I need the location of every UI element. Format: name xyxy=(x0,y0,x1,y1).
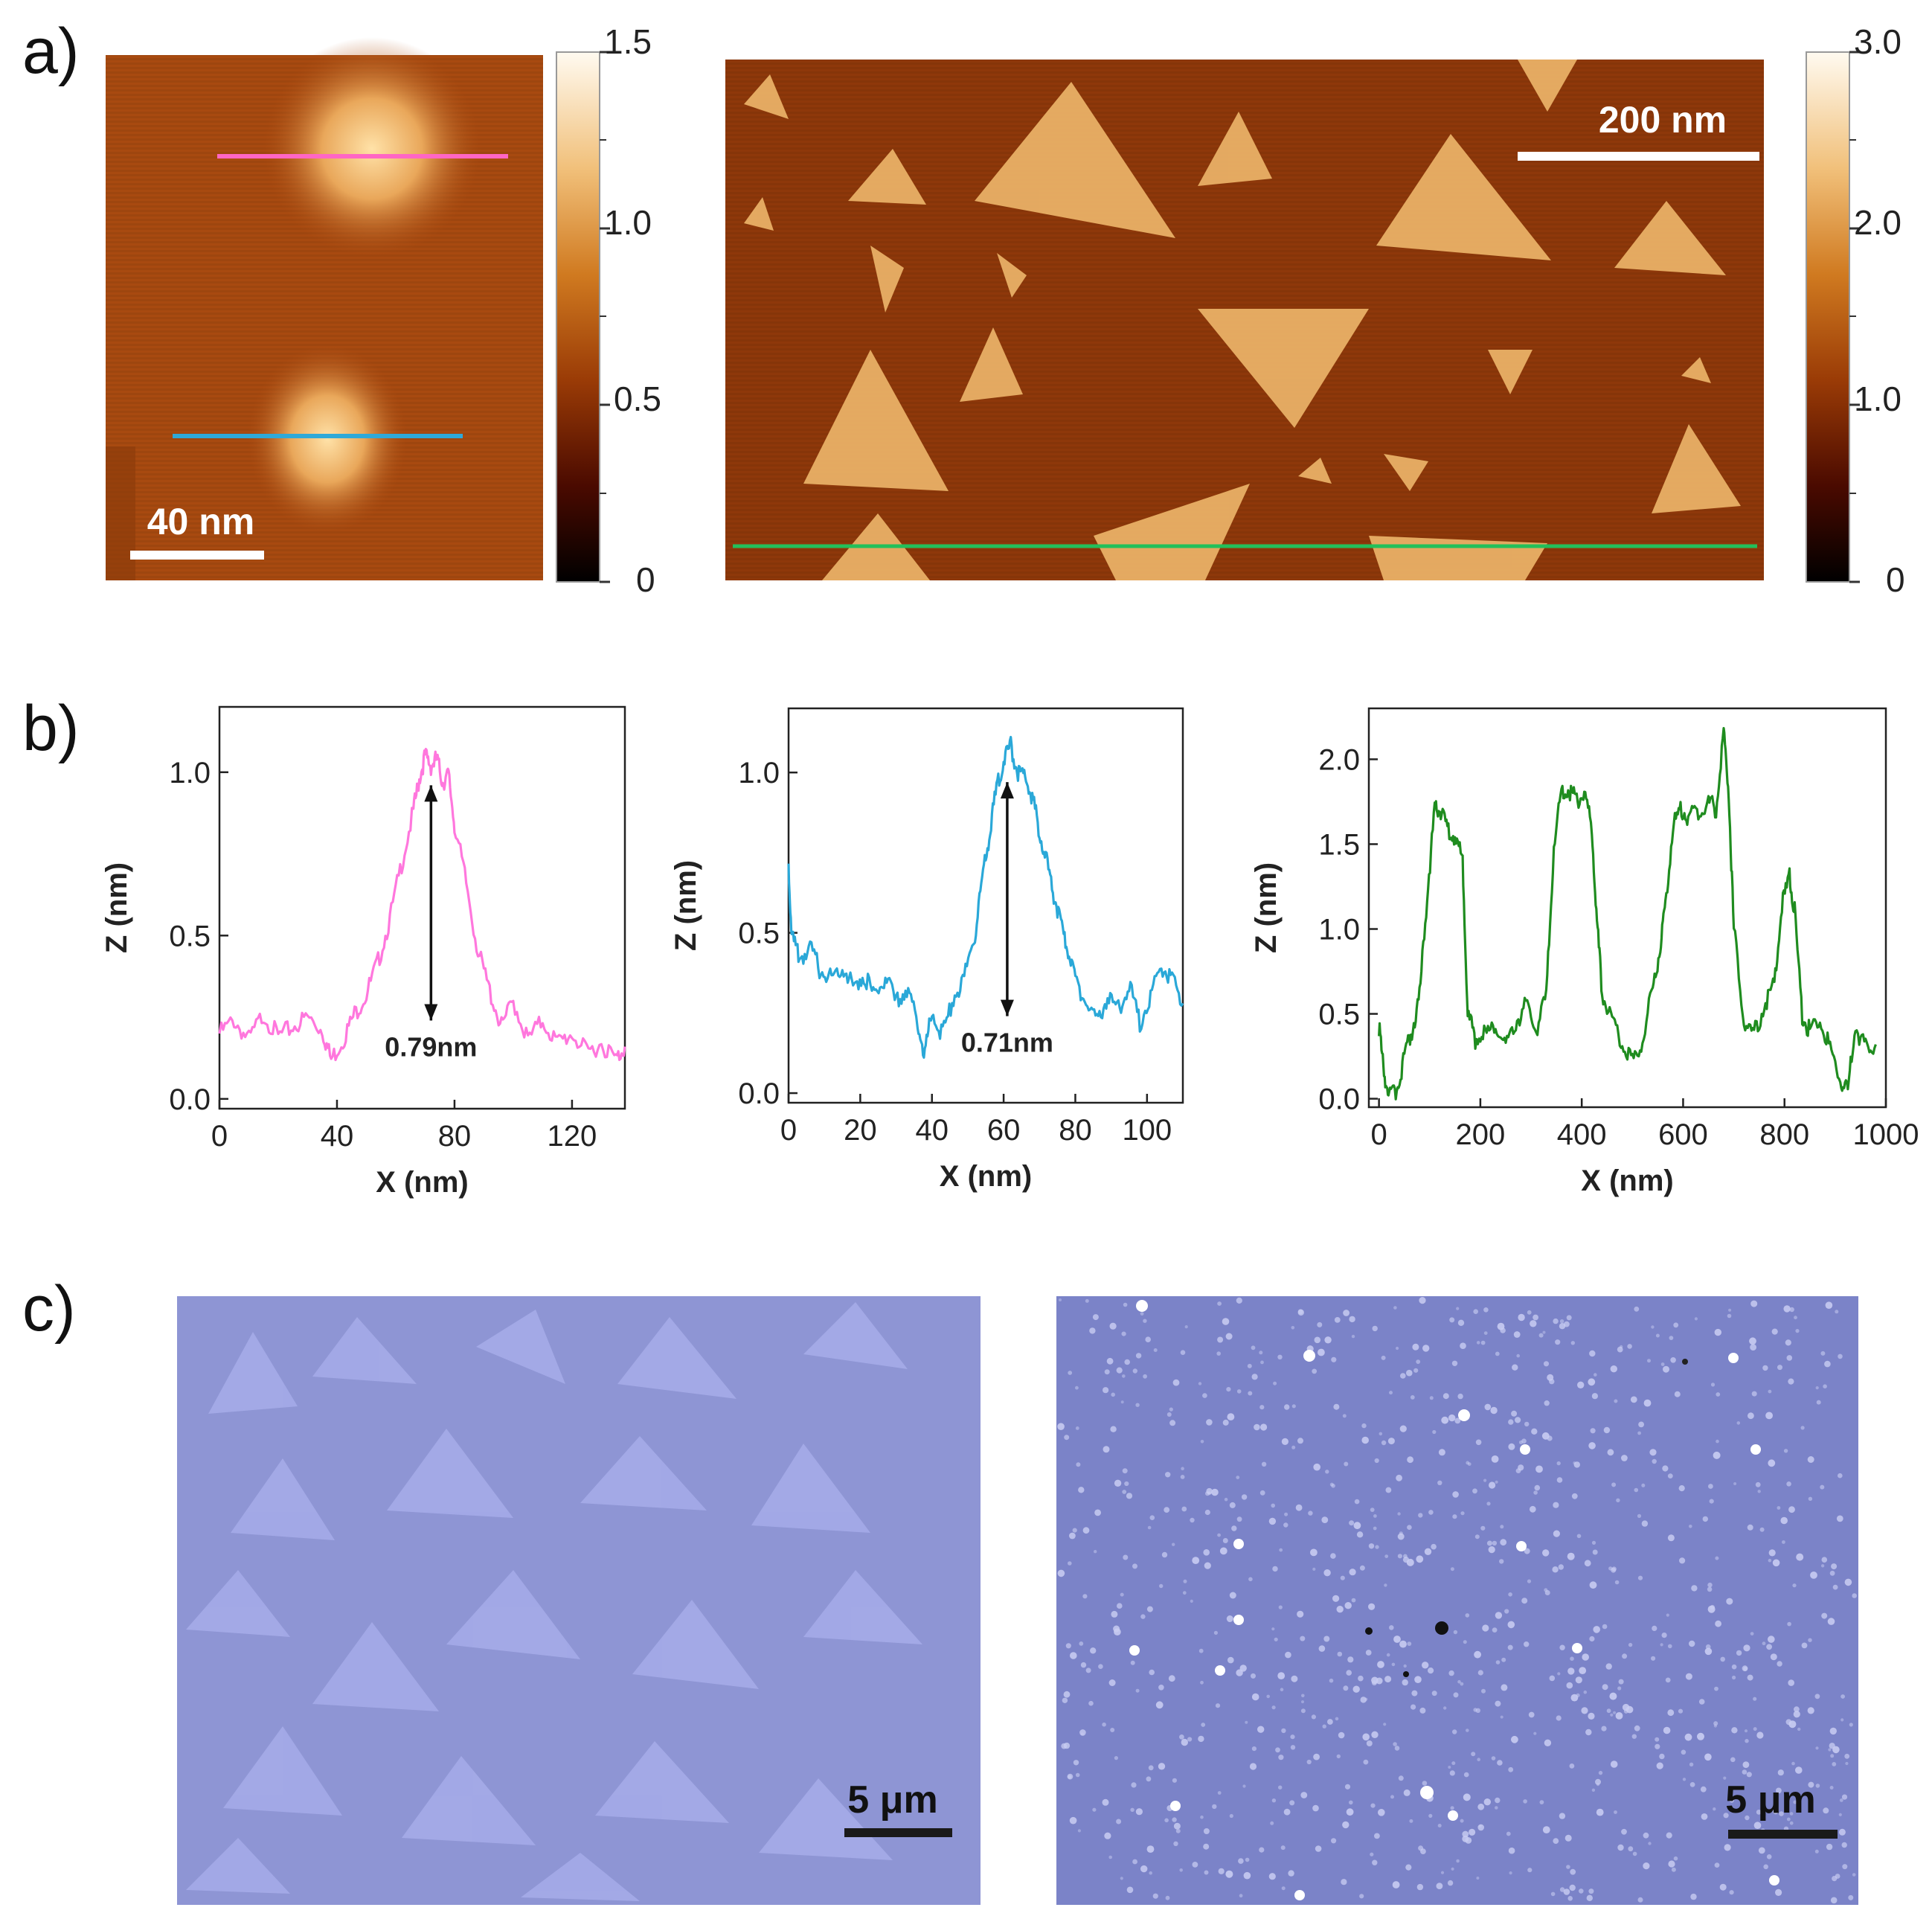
y-axis-label: Z (nm) xyxy=(670,860,702,951)
afm-triangles xyxy=(744,60,1741,580)
height-profile-chart-blue: 0 20 40 60 80 100 0.0 0.5 1.0 X (nm) Z (nm) 0.71nm xyxy=(670,707,1184,1193)
height-annotation: 0.79nm xyxy=(385,1031,477,1062)
arrow-head-down xyxy=(424,1004,438,1021)
y-tick-label: 2.0 xyxy=(1318,743,1360,776)
x-axis-label: X (nm) xyxy=(1581,1164,1673,1197)
plot-frame xyxy=(787,707,1184,1104)
speckles xyxy=(1057,1297,1857,1904)
y-axis-label: Z (nm) xyxy=(1250,862,1283,953)
x-tick-label: 600 xyxy=(1658,1118,1708,1151)
colorbar-right-tick: 3.0 xyxy=(1854,22,1901,61)
scale-bar-label-left: 40 nm xyxy=(147,501,255,542)
optical-panel: 5 μm 5 μm xyxy=(177,1296,1858,1905)
scale-bar-label-right: 200 nm xyxy=(1599,99,1727,141)
colorbar-left-tick: 1.5 xyxy=(604,22,652,61)
y-tick-label: 0.5 xyxy=(1318,999,1360,1031)
colorbar-left-tick: 0.5 xyxy=(614,379,661,418)
plot-frame xyxy=(218,705,626,1110)
x-tick-label: 400 xyxy=(1557,1118,1607,1151)
height-profile-chart-green: 0 200 400 600 800 1000 0.0 0.5 1.0 1.5 2.0 X (nm) Z … xyxy=(1250,707,1919,1197)
y-tick-label: 1.0 xyxy=(738,757,780,789)
x-tick-label: 1000 xyxy=(1853,1118,1919,1151)
colorbar-right-tick: 2.0 xyxy=(1854,203,1901,242)
panel-label-c: c) xyxy=(22,1273,76,1345)
y-tick-label: 1.5 xyxy=(1318,828,1360,861)
x-tick-label: 20 xyxy=(844,1114,877,1147)
y-tick-label: 0.0 xyxy=(1318,1083,1360,1116)
x-axis-label: X (nm) xyxy=(376,1166,468,1199)
scale-bar-label-optical-right: 5 μm xyxy=(1725,1778,1815,1822)
x-tick-label: 0 xyxy=(211,1120,228,1153)
x-tick-label: 200 xyxy=(1456,1118,1506,1151)
y-tick-label: 0.5 xyxy=(169,920,211,952)
x-tick-label: 800 xyxy=(1759,1118,1809,1151)
afm-panel: 40 nm 1.5 1.0 0.5 0 xyxy=(106,22,1905,599)
colorbar-right-tick: 1.0 xyxy=(1854,379,1901,418)
x-tick-label: 80 xyxy=(1059,1114,1092,1147)
arrow-head-down xyxy=(1000,999,1014,1016)
optical-image-left: 5 μm xyxy=(177,1296,981,1905)
y-tick-label: 0.0 xyxy=(738,1077,780,1110)
afm-image-left: 40 nm xyxy=(106,37,543,580)
height-annotation: 0.71nm xyxy=(961,1028,1053,1058)
colorbar-left-tick: 1.0 xyxy=(604,203,652,242)
y-tick-label: 0.5 xyxy=(738,917,780,950)
colorbar-right-tick: 0 xyxy=(1886,560,1905,599)
plot-frame xyxy=(1367,707,1887,1109)
optical-image-right: 5 μm xyxy=(1056,1296,1858,1905)
y-tick-label: 0.0 xyxy=(169,1083,211,1116)
profile-series-line xyxy=(787,735,1184,1059)
x-tick-label: 80 xyxy=(438,1120,472,1153)
profile-series-line xyxy=(1378,726,1877,1101)
x-tick-label: 0 xyxy=(1371,1118,1387,1151)
colorbar-right: 3.0 2.0 1.0 0 xyxy=(1806,22,1905,599)
arrow-head-up xyxy=(1000,782,1014,799)
afm-image-right: 200 nm xyxy=(725,60,1764,580)
colorbar-left-tick: 0 xyxy=(636,560,655,599)
x-tick-label: 0 xyxy=(780,1114,797,1147)
profile-series-line xyxy=(218,747,626,1062)
panel-label-b: b) xyxy=(22,693,80,764)
x-tick-label: 40 xyxy=(321,1120,354,1153)
height-profile-chart-pink: 0 40 80 120 0.0 0.5 1.0 X (nm) Z (nm) 0.79nm xyxy=(100,705,626,1199)
x-tick-label: 60 xyxy=(987,1114,1021,1147)
colorbar-left: 1.5 1.0 0.5 0 xyxy=(556,22,661,599)
scale-bar-label-optical-left: 5 μm xyxy=(847,1778,937,1822)
panel-label-a: a) xyxy=(22,16,80,87)
y-tick-label: 1.0 xyxy=(169,757,211,789)
x-tick-label: 120 xyxy=(548,1120,597,1153)
y-axis-label: Z (nm) xyxy=(100,862,133,953)
x-tick-label: 40 xyxy=(915,1114,949,1147)
arrow-head-up xyxy=(424,785,438,802)
x-tick-label: 100 xyxy=(1122,1114,1172,1147)
x-axis-label: X (nm) xyxy=(940,1160,1032,1193)
y-tick-label: 1.0 xyxy=(1318,914,1360,946)
